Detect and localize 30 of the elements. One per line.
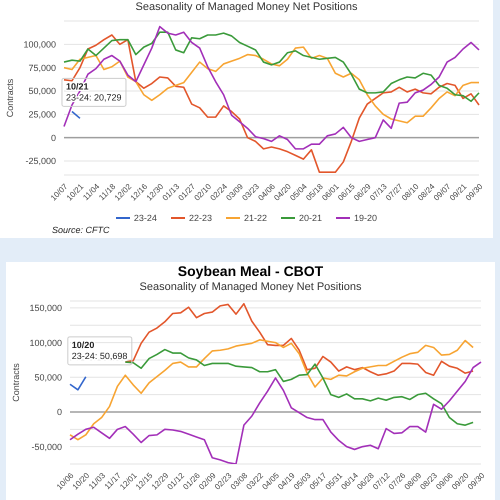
y-tick-label: 25,000 [28, 110, 56, 120]
y-tick-label: 50,000 [28, 86, 56, 96]
source-note: Source: CFTC [51, 225, 111, 237]
y-tick-label: -25,000 [25, 156, 56, 166]
line-series [69, 361, 482, 464]
y-tick-label: 150,000 [29, 303, 62, 314]
line-series [63, 26, 480, 150]
line-series [63, 31, 480, 102]
annotation: 10/20 [72, 340, 94, 350]
y-tick-label: 100,000 [23, 40, 56, 50]
chart-subtitle: Seasonality of Managed Money Net Positions [134, 0, 358, 15]
line-series [63, 34, 480, 173]
y-tick-label: 0 [50, 132, 56, 143]
y-tick-label: 100,000 [29, 338, 62, 348]
y-tick-label: 75,000 [28, 62, 56, 73]
chart-subtitle: Seasonality of Managed Money Net Positions [138, 280, 362, 295]
legend-label: 22-23 [188, 213, 212, 223]
legend-label: 20-21 [299, 213, 322, 223]
annotation: 23-24: 50,698 [72, 350, 128, 361]
legend-label: 23-24 [134, 213, 157, 223]
y-tick-label: -50,000 [31, 442, 62, 452]
line-series [63, 46, 480, 124]
y-axis-title: Contracts [11, 362, 22, 402]
chart-title: Soybean Meal - CBOT [176, 262, 324, 280]
y-axis-title: Contracts [5, 78, 16, 118]
line-series [69, 339, 474, 441]
y-tick-label: 50,000 [34, 372, 62, 382]
legend-label: 21-22 [244, 213, 268, 223]
y-tick-label: 0 [56, 407, 62, 418]
legend-label: 19-20 [354, 213, 378, 223]
